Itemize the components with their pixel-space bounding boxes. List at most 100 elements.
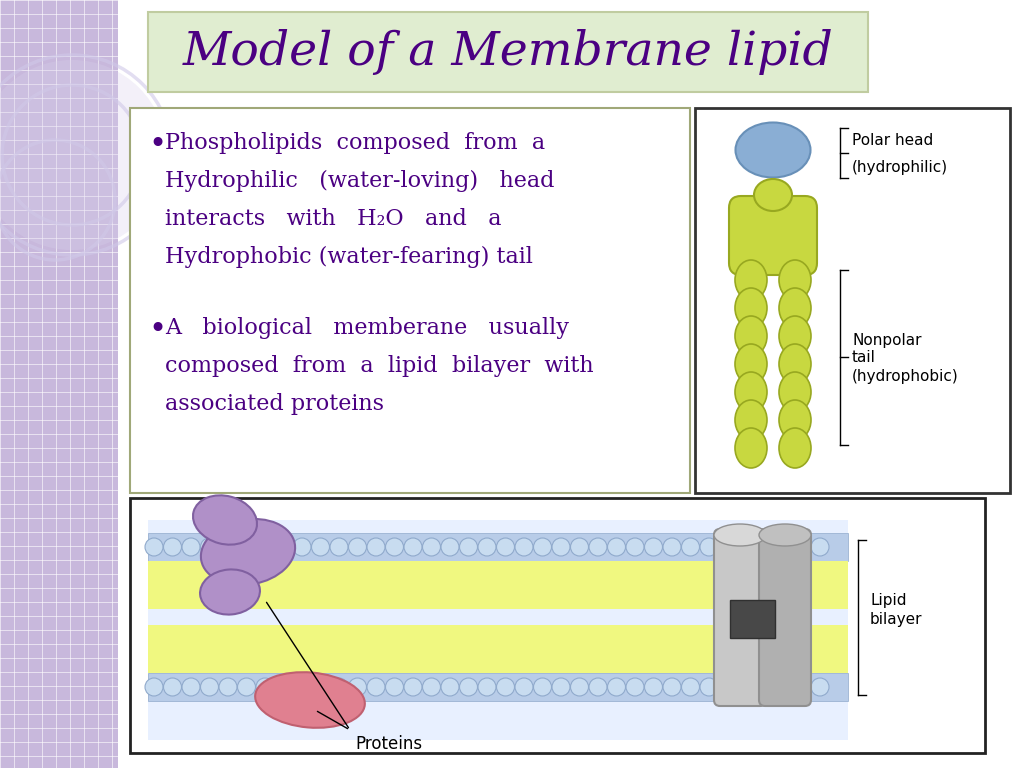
Circle shape <box>274 538 293 556</box>
Circle shape <box>534 678 552 696</box>
Ellipse shape <box>200 569 260 614</box>
Bar <box>148 12 868 92</box>
Circle shape <box>256 538 274 556</box>
Circle shape <box>348 678 367 696</box>
Circle shape <box>682 538 699 556</box>
Ellipse shape <box>779 428 811 468</box>
Circle shape <box>164 678 181 696</box>
Bar <box>130 108 690 493</box>
Circle shape <box>145 538 163 556</box>
Circle shape <box>663 678 681 696</box>
Bar <box>148 533 848 561</box>
Bar <box>148 520 848 740</box>
Circle shape <box>330 538 348 556</box>
Bar <box>118 0 1024 768</box>
Circle shape <box>793 678 811 696</box>
Circle shape <box>182 678 200 696</box>
Text: A   biological   memberane   usually: A biological memberane usually <box>165 317 569 339</box>
Text: •: • <box>148 315 166 344</box>
Circle shape <box>201 678 218 696</box>
Circle shape <box>719 678 736 696</box>
Ellipse shape <box>255 672 365 728</box>
Bar <box>130 498 985 753</box>
Bar <box>0 0 118 768</box>
Ellipse shape <box>201 519 295 585</box>
Bar <box>148 561 848 609</box>
Circle shape <box>293 538 311 556</box>
Circle shape <box>330 678 348 696</box>
Text: •: • <box>148 130 166 159</box>
Circle shape <box>589 678 607 696</box>
Circle shape <box>311 538 330 556</box>
Circle shape <box>478 678 496 696</box>
Text: Nonpolar: Nonpolar <box>852 333 922 347</box>
Ellipse shape <box>779 288 811 328</box>
Circle shape <box>219 538 237 556</box>
Text: (hydrophobic): (hydrophobic) <box>852 369 958 383</box>
Circle shape <box>164 538 181 556</box>
Circle shape <box>626 538 644 556</box>
Circle shape <box>570 678 589 696</box>
Circle shape <box>145 678 163 696</box>
FancyBboxPatch shape <box>714 529 766 706</box>
Text: Model of a Membrane lipid: Model of a Membrane lipid <box>182 29 834 75</box>
Circle shape <box>552 538 570 556</box>
Ellipse shape <box>735 344 767 384</box>
Circle shape <box>515 538 534 556</box>
Text: tail: tail <box>852 350 876 366</box>
Circle shape <box>811 678 829 696</box>
Circle shape <box>367 538 385 556</box>
Circle shape <box>756 678 773 696</box>
Bar <box>148 625 848 673</box>
Circle shape <box>404 538 422 556</box>
Circle shape <box>460 538 477 556</box>
Ellipse shape <box>779 344 811 384</box>
Circle shape <box>0 60 167 250</box>
Circle shape <box>274 678 293 696</box>
Text: Hydrophobic (water-fearing) tail: Hydrophobic (water-fearing) tail <box>165 246 532 268</box>
Text: Polar head: Polar head <box>852 133 933 148</box>
Circle shape <box>385 678 403 696</box>
Ellipse shape <box>735 400 767 440</box>
Circle shape <box>700 678 718 696</box>
Ellipse shape <box>759 524 811 546</box>
Text: Lipid
bilayer: Lipid bilayer <box>870 593 923 627</box>
Circle shape <box>811 538 829 556</box>
Circle shape <box>607 678 626 696</box>
Circle shape <box>663 538 681 556</box>
Circle shape <box>570 538 589 556</box>
Circle shape <box>607 538 626 556</box>
Text: associated proteins: associated proteins <box>165 393 384 415</box>
Circle shape <box>737 678 755 696</box>
Circle shape <box>534 538 552 556</box>
Ellipse shape <box>754 179 792 211</box>
Text: Proteins: Proteins <box>355 735 422 753</box>
Text: Phospholipids  composed  from  a: Phospholipids composed from a <box>165 132 545 154</box>
Circle shape <box>719 538 736 556</box>
Circle shape <box>589 538 607 556</box>
Circle shape <box>201 538 218 556</box>
Bar <box>730 600 775 638</box>
Ellipse shape <box>779 316 811 356</box>
Circle shape <box>682 678 699 696</box>
FancyBboxPatch shape <box>729 196 817 275</box>
Ellipse shape <box>735 428 767 468</box>
Ellipse shape <box>714 524 766 546</box>
Bar <box>695 108 1010 493</box>
Circle shape <box>497 538 514 556</box>
Circle shape <box>644 678 663 696</box>
Circle shape <box>700 538 718 556</box>
Text: composed  from  a  lipid  bilayer  with: composed from a lipid bilayer with <box>165 355 594 377</box>
Circle shape <box>348 538 367 556</box>
Ellipse shape <box>735 316 767 356</box>
Circle shape <box>311 678 330 696</box>
Circle shape <box>774 538 792 556</box>
Ellipse shape <box>735 260 767 300</box>
Circle shape <box>182 538 200 556</box>
Circle shape <box>423 678 440 696</box>
Ellipse shape <box>193 495 257 545</box>
Ellipse shape <box>779 372 811 412</box>
Circle shape <box>441 678 459 696</box>
Circle shape <box>441 538 459 556</box>
Text: interacts   with   H₂O   and   a: interacts with H₂O and a <box>165 208 502 230</box>
